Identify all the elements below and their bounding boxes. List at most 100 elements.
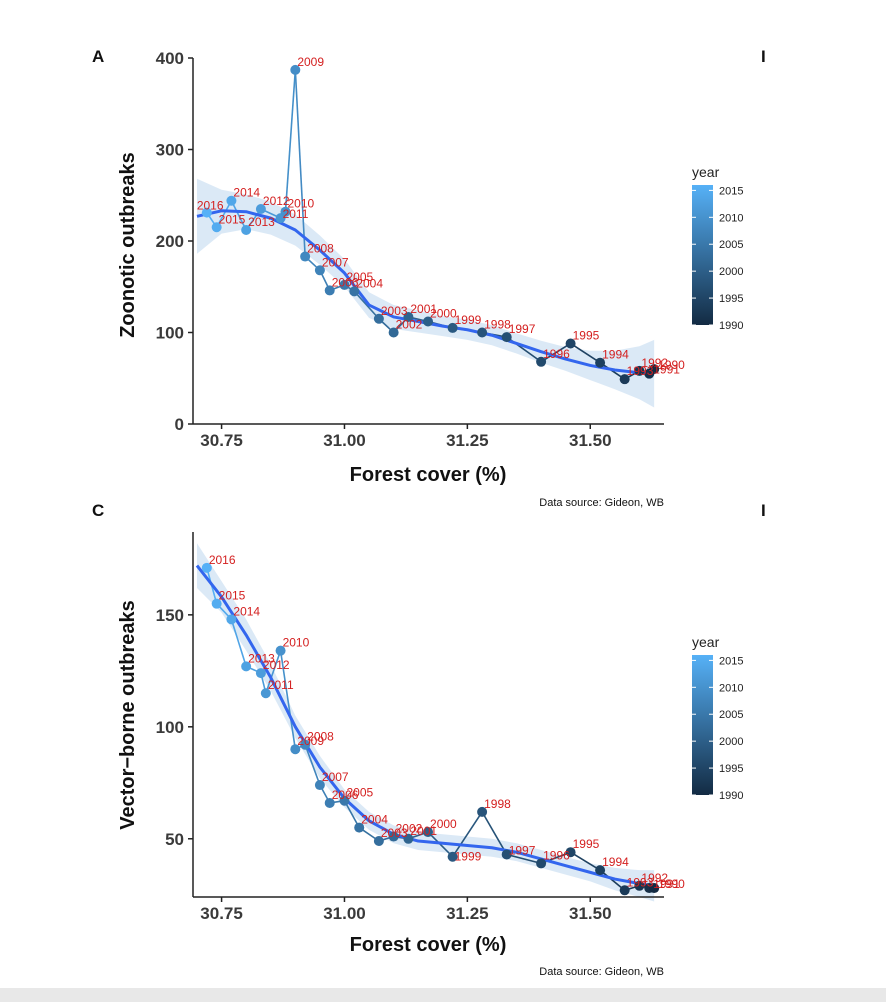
data-point-2003 <box>373 836 384 847</box>
legend-tick-label: 2000 <box>719 736 743 748</box>
data-point-1995 <box>565 847 576 858</box>
point-label-2014: 2014 <box>233 186 260 200</box>
point-label-2005: 2005 <box>346 270 373 284</box>
data-point-2013 <box>241 661 252 672</box>
point-label-2006: 2006 <box>332 275 359 289</box>
data-point-1994 <box>595 865 606 876</box>
connector-segment <box>304 744 321 786</box>
panel-letter-b-edge: I <box>761 47 766 66</box>
point-label-1995: 1995 <box>573 328 600 342</box>
data-point-2015 <box>211 598 222 609</box>
data-point-2004 <box>349 286 360 297</box>
data-point-2012 <box>255 203 266 214</box>
connector-segment <box>570 851 601 871</box>
point-label-1998: 1998 <box>484 797 511 811</box>
legend-tick-label: 2000 <box>719 266 743 278</box>
tick-labels: 30.75 31.00 31.25 31.50 50 100 150 <box>156 606 612 923</box>
data-point-2009 <box>290 744 301 755</box>
legend-tick-label: 1995 <box>719 293 743 305</box>
data-point-1999 <box>447 322 458 333</box>
point-label-1991: 1991 <box>653 363 680 377</box>
y-tick-label: 200 <box>156 232 184 251</box>
point-label-2009: 2009 <box>297 55 324 69</box>
y-axis-title: Zoonotic outbreaks <box>117 152 139 338</box>
connector-segment <box>230 619 247 667</box>
connector-segment <box>570 342 601 364</box>
x-tick-label: 31.25 <box>446 904 489 923</box>
point-label-2003: 2003 <box>381 304 408 318</box>
point-label-2000: 2000 <box>430 307 457 321</box>
point-label-2007: 2007 <box>322 255 349 269</box>
point-label-1996: 1996 <box>543 347 570 361</box>
legend-tick-label: 2010 <box>719 212 743 224</box>
point-label-2005: 2005 <box>346 786 373 800</box>
legend-year-c: year 2015 2010 2005 2000 1995 1990 <box>692 634 743 802</box>
data-point-2005 <box>339 279 350 290</box>
point-label-2002: 2002 <box>396 318 423 332</box>
data-point-2005 <box>339 795 350 806</box>
point-label-1992: 1992 <box>641 871 668 885</box>
point-label-1992: 1992 <box>641 356 668 370</box>
data-point-2014 <box>226 614 237 625</box>
x-tick-label: 31.25 <box>446 431 489 450</box>
data-point-1992 <box>634 880 645 891</box>
x-tick-label: 30.75 <box>200 904 243 923</box>
source-note: Data source: Gideon, WB <box>539 966 664 978</box>
point-label-2013: 2013 <box>248 651 275 665</box>
y-tick-label: 0 <box>175 415 184 434</box>
point-label-1994: 1994 <box>602 348 629 362</box>
data-point-2000 <box>423 827 434 838</box>
point-label-1991: 1991 <box>653 877 680 891</box>
data-point-1998 <box>477 806 488 817</box>
axes <box>188 532 664 902</box>
point-label-1998: 1998 <box>484 318 511 332</box>
data-point-2008 <box>300 251 311 262</box>
x-tick-label: 30.75 <box>200 431 243 450</box>
point-label-2002: 2002 <box>396 822 423 836</box>
y-tick-label: 100 <box>156 718 184 737</box>
panel-letter-a: A <box>92 47 104 66</box>
point-label-2008: 2008 <box>307 242 334 256</box>
connector-segment <box>294 69 306 257</box>
point-label-2004: 2004 <box>361 813 388 827</box>
point-label-1996: 1996 <box>543 848 570 862</box>
data-point-2006 <box>324 797 335 808</box>
fit-curve <box>195 564 655 888</box>
point-label-2009: 2009 <box>297 734 324 748</box>
data-point-1994 <box>595 357 606 368</box>
legend-tick-label: 2015 <box>719 655 743 667</box>
data-point-1992 <box>634 365 645 376</box>
point-label-1990: 1990 <box>658 358 685 372</box>
data-point-2016 <box>201 562 212 573</box>
point-label-2008: 2008 <box>307 730 334 744</box>
data-point-2011 <box>260 688 271 699</box>
legend-tick-label: 2010 <box>719 682 743 694</box>
point-label-1997: 1997 <box>509 322 536 336</box>
point-label-2012: 2012 <box>263 658 290 672</box>
connector-segment <box>279 650 297 750</box>
y-tick-label: 400 <box>156 49 184 68</box>
data-point-2010 <box>280 206 291 217</box>
panel-letter-c: C <box>92 501 104 520</box>
point-label-1994: 1994 <box>602 855 629 869</box>
point-label-2011: 2011 <box>283 207 309 221</box>
point-label-1993: 1993 <box>627 875 654 889</box>
data-point-2014 <box>226 195 237 206</box>
legend-colorbar <box>692 185 713 325</box>
connector-segment <box>215 200 233 228</box>
data-point-2007 <box>314 780 325 791</box>
connector-segment <box>284 69 297 212</box>
x-axis-title: Forest cover (%) <box>350 464 507 486</box>
connector-segment <box>353 290 380 320</box>
y-tick-label: 100 <box>156 324 184 343</box>
data-point-2016 <box>201 207 212 218</box>
point-label-2010: 2010 <box>287 197 314 211</box>
legend-tick-label: 2005 <box>719 709 743 721</box>
point-label-1995: 1995 <box>573 837 600 851</box>
confidence-band <box>197 178 655 408</box>
data-point-2002 <box>388 327 399 338</box>
fit-line <box>195 564 655 888</box>
point-label-2001: 2001 <box>410 302 437 316</box>
tick-labels: 30.75 31.00 31.25 31.50 0 100 200 300 400 <box>156 49 612 450</box>
point-label-1990: 1990 <box>658 877 685 891</box>
